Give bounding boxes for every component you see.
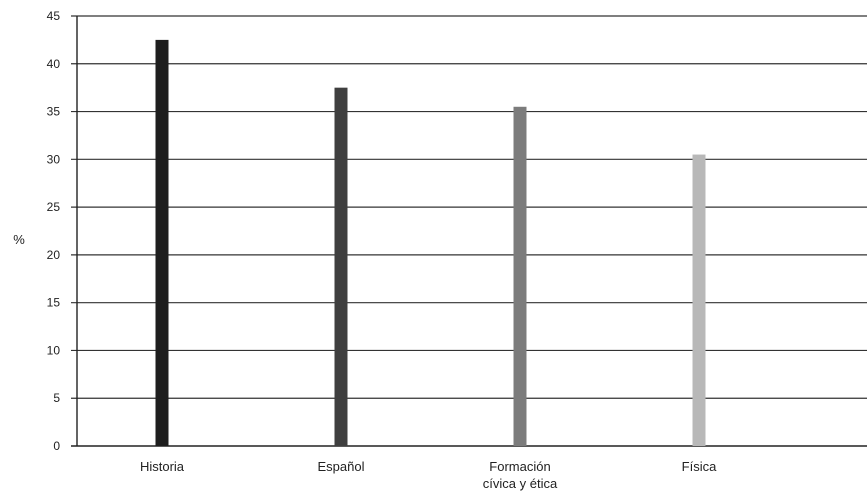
y-tick-label-40: 40	[47, 57, 61, 71]
x-category-labels: Historia Español Formación cívica y ética Fí…	[140, 459, 717, 491]
y-tick-labels: 0 5 10 15 20 25 30 35 40 45	[47, 9, 61, 453]
y-tick-label-20: 20	[47, 248, 61, 262]
x-category-label-3-line-0: Física	[682, 459, 717, 474]
x-category-label-1-line-0: Español	[318, 459, 365, 474]
bar-1	[334, 87, 348, 447]
y-tick-label-10: 10	[47, 343, 61, 357]
axes	[71, 16, 867, 447]
x-category-label-0-line-0: Historia	[140, 459, 185, 474]
gridlines	[71, 15, 867, 399]
y-tick-label-30: 30	[47, 152, 61, 166]
bar-2	[513, 106, 527, 447]
y-tick-label-25: 25	[47, 200, 61, 214]
y-tick-label-45: 45	[47, 9, 61, 23]
y-axis-label: %	[13, 232, 25, 247]
y-tick-label-5: 5	[53, 391, 60, 405]
y-tick-label-15: 15	[47, 296, 61, 310]
bars	[155, 39, 706, 447]
y-tick-label-35: 35	[47, 105, 61, 119]
bar-3	[692, 154, 706, 447]
y-tick-label-0: 0	[53, 439, 60, 453]
bar-0	[155, 39, 169, 447]
x-category-label-2-line-0: Formación	[489, 459, 550, 474]
x-category-label-2-line-1: cívica y ética	[483, 476, 558, 491]
